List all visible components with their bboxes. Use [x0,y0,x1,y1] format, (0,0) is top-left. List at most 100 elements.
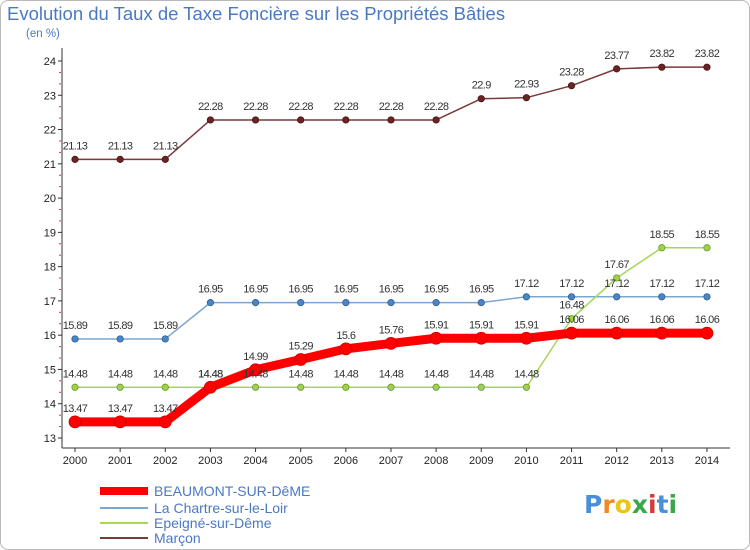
x-tick-label: 2004 [243,455,267,467]
data-label-chartre: 17.12 [695,278,720,290]
logo-letter: t [656,490,669,519]
data-point-epeigne [71,383,79,391]
data-label-chartre: 16.95 [288,284,313,296]
x-tick-label: 2007 [379,455,403,467]
data-point-beaumont [610,326,624,340]
data-label-beaumont: 16.06 [559,314,584,326]
data-label-chartre: 16.95 [243,284,268,296]
data-point-beaumont [339,342,353,356]
data-label-epeigne: 14.48 [334,368,359,380]
data-label-marcon: 22.28 [198,101,223,113]
legend-label-epeigne: Epeigné-sur-Dême [154,515,272,531]
data-label-epeigne: 14.48 [198,368,223,380]
y-tick-label: 18 [44,262,56,274]
logo-letter: x [631,490,648,519]
data-label-marcon: 23.82 [695,48,720,60]
data-point-epeigne [658,244,666,252]
data-point-marcon [206,116,215,124]
data-label-epeigne: 14.48 [63,368,88,380]
x-tick-label: 2008 [424,455,448,467]
data-point-chartre [432,299,440,307]
y-tick-label: 13 [44,433,56,445]
data-label-beaumont: 16.06 [650,314,675,326]
data-point-marcon [251,116,260,124]
x-tick-label: 2005 [288,455,312,467]
chart-subtitle: (en %) [26,28,60,40]
data-point-chartre [703,293,711,301]
data-label-chartre: 17.12 [559,278,584,290]
data-label-chartre: 16.95 [424,284,449,296]
y-tick-label: 21 [44,159,56,171]
data-point-chartre [567,293,576,301]
data-label-chartre: 17.12 [650,278,675,290]
data-label-beaumont: 13.47 [63,403,88,415]
data-point-beaumont [113,415,127,429]
data-point-chartre [387,299,395,307]
x-tick-label: 2014 [695,455,719,467]
legend-swatch-marcon [100,537,148,539]
data-point-epeigne [161,383,169,391]
data-label-epeigne: 14.48 [243,368,268,380]
legend-item-epeigne: Epeigné-sur-Dême [100,515,400,531]
data-label-epeigne: 16.48 [559,300,584,312]
data-point-epeigne [522,383,531,391]
data-point-beaumont [204,380,217,394]
data-label-marcon: 22.28 [424,101,449,113]
data-label-marcon: 22.28 [243,101,268,113]
data-point-epeigne [297,383,305,391]
y-tick-label: 16 [44,330,56,342]
legend-item-beaumont: BEAUMONT-SUR-DêME [100,483,400,499]
y-tick-label: 19 [44,227,56,239]
data-point-beaumont [249,363,262,377]
data-point-chartre [477,299,485,307]
data-point-marcon [432,116,440,124]
y-tick-label: 20 [44,193,56,205]
data-point-beaumont [700,326,714,340]
data-point-epeigne [342,383,350,391]
legend-swatch-chartre [100,507,148,509]
data-point-marcon [71,155,79,163]
data-label-chartre: 16.95 [469,284,494,296]
data-label-marcon: 21.13 [108,140,133,152]
x-tick-label: 2010 [514,455,538,467]
data-point-marcon [342,116,350,124]
data-point-marcon [658,63,666,71]
data-point-chartre [251,299,260,307]
data-label-chartre: 17.12 [604,278,629,290]
data-point-chartre [522,293,531,301]
data-label-epeigne: 14.48 [379,368,404,380]
legend-label-beaumont: BEAUMONT-SUR-DêME [154,483,311,499]
data-point-beaumont [294,353,308,366]
data-point-chartre [297,299,305,307]
legend-swatch-beaumont [100,487,148,495]
x-tick-label: 2009 [469,455,493,467]
y-tick-label: 23 [44,90,56,102]
data-label-chartre: 16.95 [334,284,359,296]
data-label-marcon: 22.28 [334,101,359,113]
data-point-epeigne [703,244,711,252]
legend-swatch-epeigne [100,522,148,524]
data-point-epeigne [432,383,440,391]
y-tick-label: 14 [44,399,56,411]
data-label-epeigne: 14.48 [153,368,178,380]
data-label-beaumont: 14.99 [243,351,268,363]
data-point-chartre [342,299,350,307]
data-point-chartre [613,293,621,301]
x-tick-label: 2002 [153,455,177,467]
data-label-chartre: 15.89 [153,320,178,332]
data-point-marcon [703,63,711,71]
legend-label-marcon: Marçon [154,530,201,546]
data-label-beaumont: 14.48 [198,368,223,380]
x-tick-label: 2011 [560,455,584,467]
data-label-chartre: 16.95 [379,284,404,296]
logo-letter: r [602,490,615,519]
data-label-marcon: 22.28 [379,101,404,113]
data-label-beaumont: 15.29 [288,341,313,353]
data-label-beaumont: 16.06 [695,314,720,326]
data-label-beaumont: 15.6 [336,330,355,342]
y-tick-label: 24 [44,56,56,68]
data-point-beaumont [429,331,443,345]
data-label-beaumont: 13.47 [108,403,133,415]
data-label-marcon: 21.13 [153,140,178,152]
